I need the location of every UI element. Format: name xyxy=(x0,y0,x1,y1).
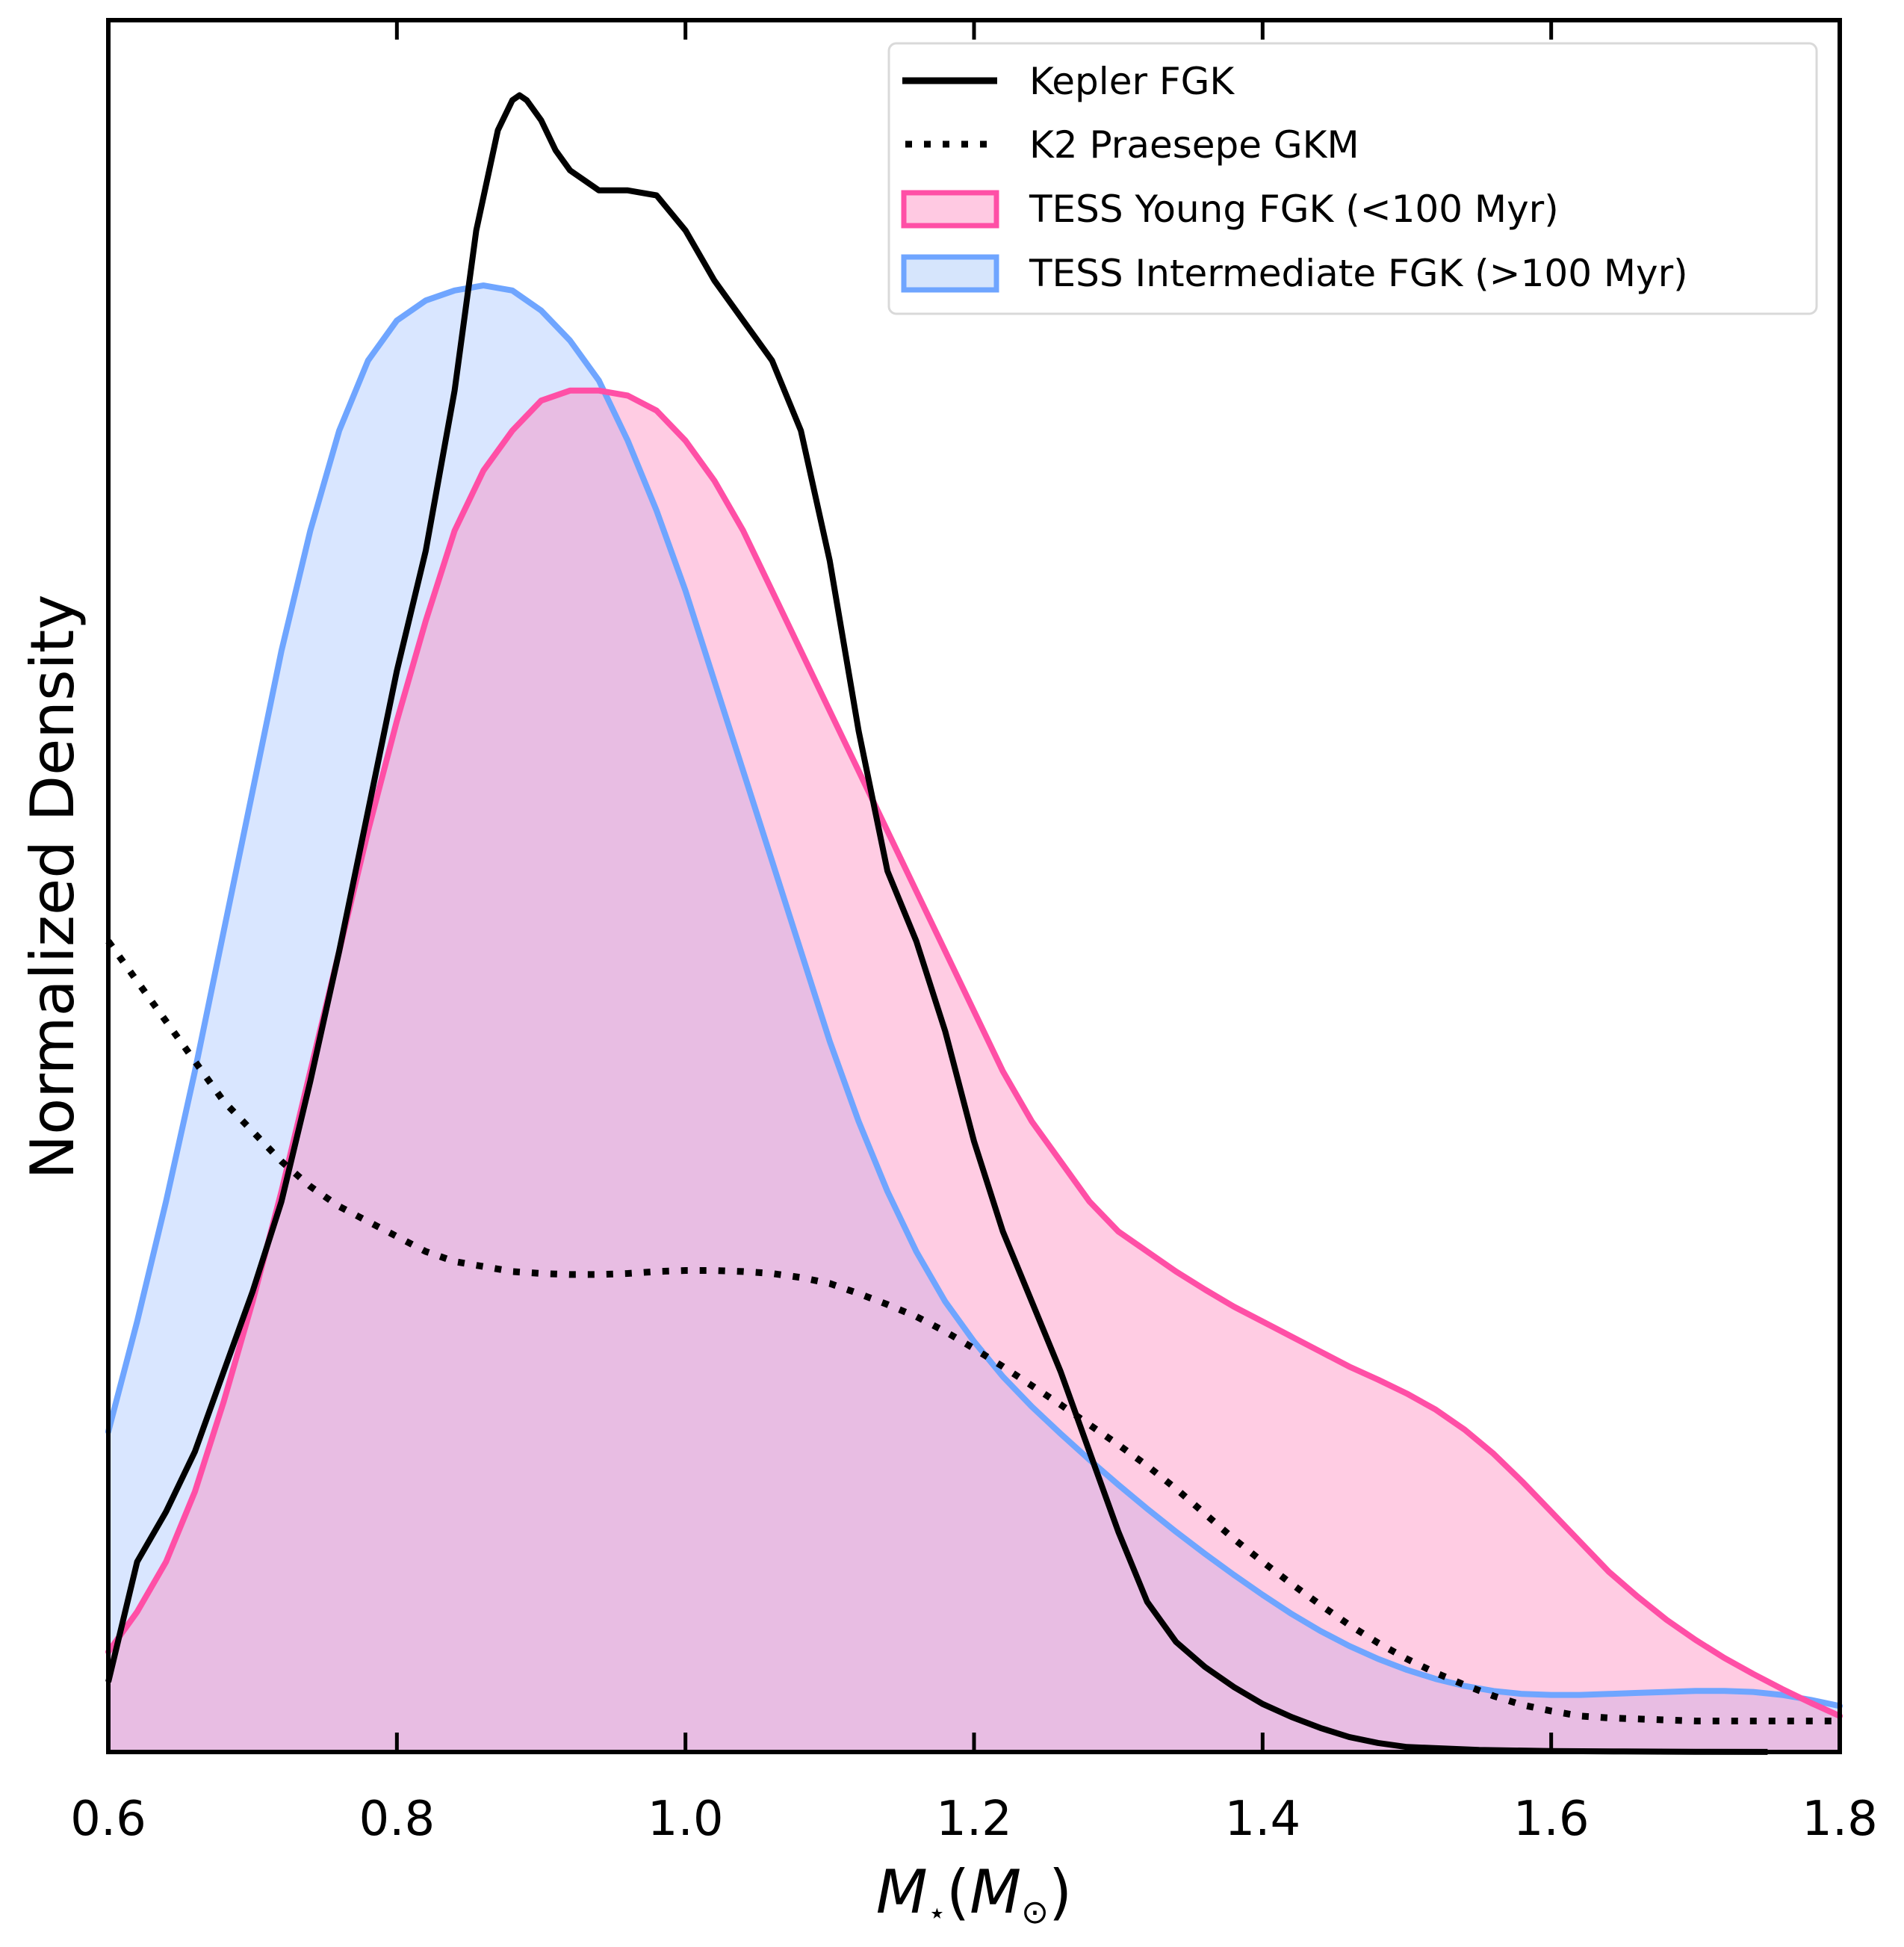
plot-frame xyxy=(106,18,1842,1754)
fill-area-tess-young xyxy=(108,390,1840,1752)
legend-box xyxy=(887,42,1818,315)
fill-areas xyxy=(108,285,1840,1753)
legend-label-tess-young: TESS Young FGK (<100 Myr) xyxy=(1029,188,1559,231)
line-tess-young xyxy=(105,387,1843,1719)
y-axis-title: Normalized Density xyxy=(18,594,87,1179)
line-k2-praesepe xyxy=(105,939,1840,1724)
x-tick-label: 0.6 xyxy=(70,1792,146,1847)
legend-swatch-tess-young xyxy=(901,190,999,229)
legend-swatch-tess-intermediate xyxy=(901,254,999,293)
legend-label-tess-intermediate: TESS Intermediate FGK (>100 Myr) xyxy=(1029,252,1688,295)
x-tick-label: 0.8 xyxy=(359,1792,435,1847)
x-tick-label: 1.8 xyxy=(1802,1792,1878,1847)
fill-area-tess-intermediate xyxy=(108,285,1840,1753)
legend-label-kepler: Kepler FGK xyxy=(1029,60,1235,103)
legend-label-k2: K2 Praesepe GKM xyxy=(1029,123,1359,167)
x-tick-label: 1.4 xyxy=(1224,1792,1300,1847)
x-tick-labels: 0.6 0.8 1.0 1.2 1.4 1.6 1.8 xyxy=(70,1792,1878,1847)
line-kepler xyxy=(105,92,1768,1755)
curve-lines xyxy=(105,92,1843,1755)
x-tick-label: 1.2 xyxy=(936,1792,1012,1847)
line-tess-intermediate xyxy=(105,282,1843,1709)
x-axis-title: M⋆(M⊙) xyxy=(876,1857,1072,1931)
x-tick-label: 1.6 xyxy=(1513,1792,1590,1847)
x-tick-label: 1.0 xyxy=(648,1792,724,1847)
legend: Kepler FGK K2 Praesepe GKM TESS Young FG… xyxy=(887,42,1818,315)
